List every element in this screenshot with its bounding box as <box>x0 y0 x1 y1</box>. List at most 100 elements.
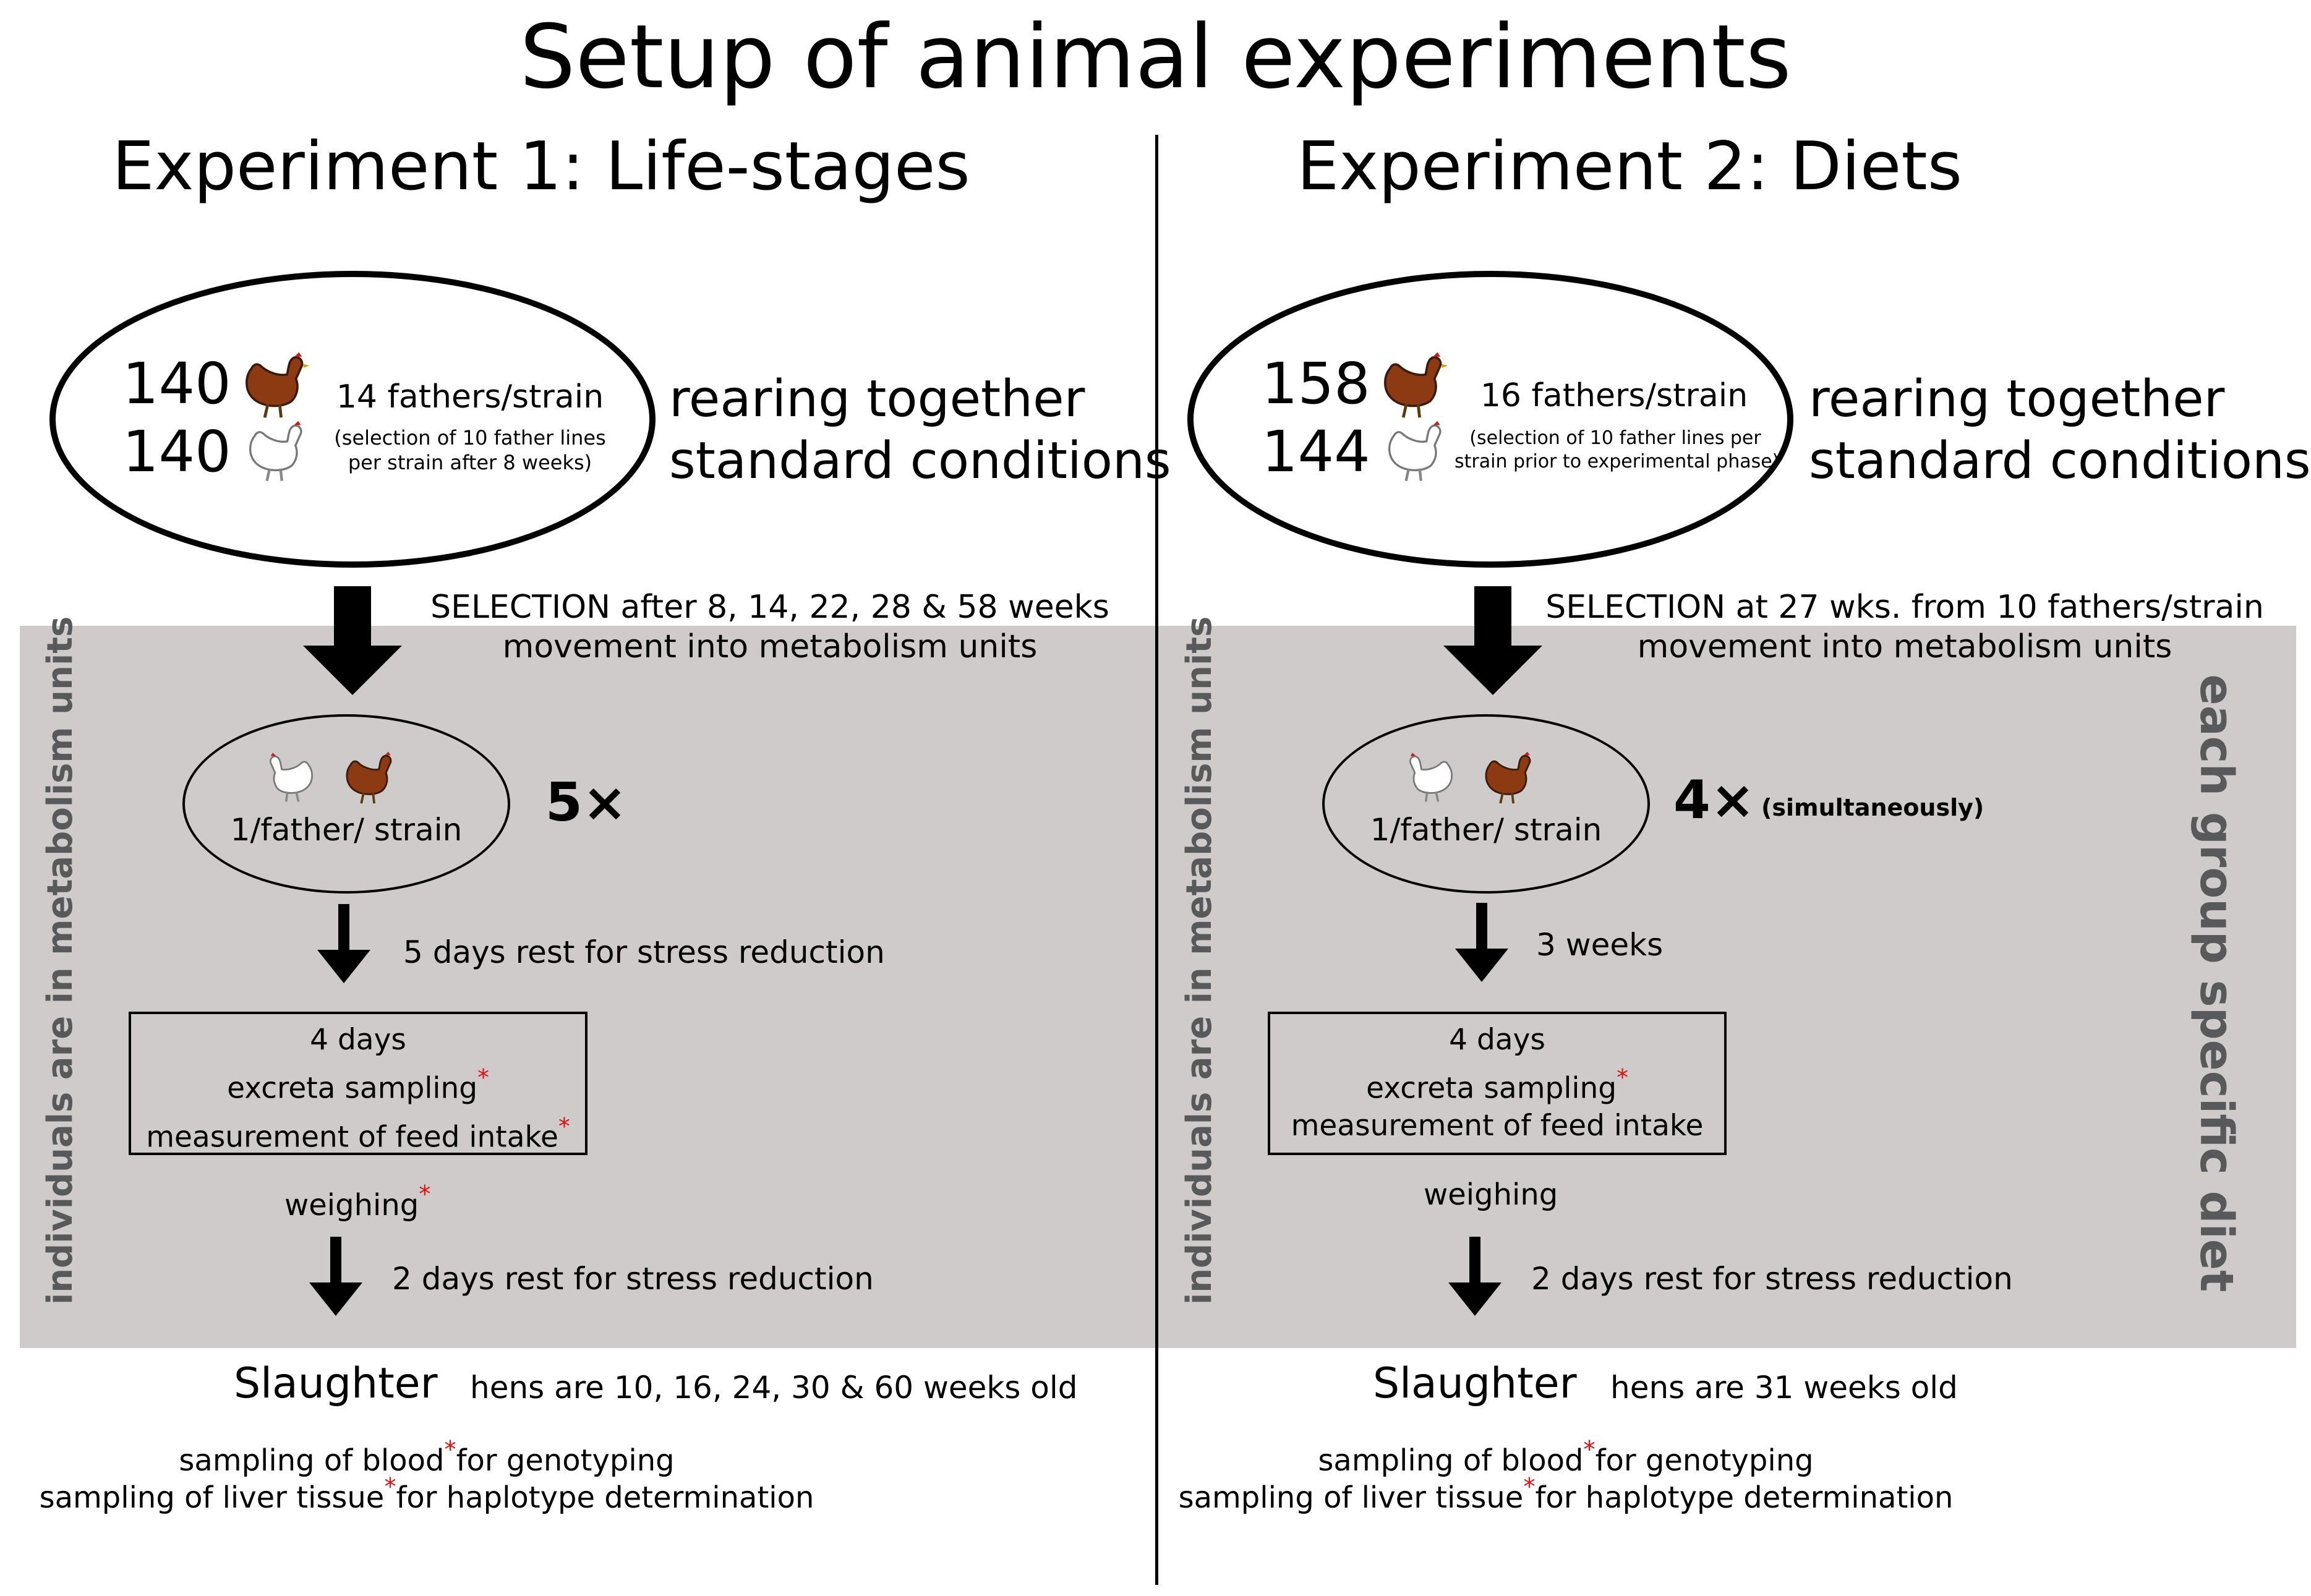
white-hen-icon-svg <box>1388 420 1442 482</box>
page-title: Setup of animal experiments <box>519 6 1792 108</box>
white-hen-icon-svg <box>249 420 302 482</box>
brown-hen-icon-svg <box>1485 751 1531 804</box>
experiment1-box-line2: excreta sampling <box>227 1071 478 1106</box>
experiment2-sampling1-b: for genotyping <box>1595 1443 1814 1479</box>
experiment2-unit-ellipse <box>1322 714 1650 894</box>
experiment2-sampling1-a: sampling of blood <box>1318 1443 1584 1479</box>
experiment2-unit-label: 1/father/ strain <box>1370 812 1602 848</box>
experiment2-rearing-ellipse <box>1187 271 1793 568</box>
experiment2-slaughter: Slaughter <box>1373 1359 1577 1408</box>
white-hen-icon <box>263 748 318 804</box>
experiment1-rest2-arrow <box>309 1237 362 1316</box>
experiment2-sampling-box: 4 days excreta sampling* measurement of … <box>1268 1012 1727 1155</box>
experiment1-rearing-line2: standard conditions <box>669 432 1171 490</box>
asterisk-marker: * <box>419 1180 431 1208</box>
experiment-divider <box>1155 135 1158 1585</box>
experiment2-sampling2: sampling of liver tissue*for haplotype d… <box>1139 1468 1993 1517</box>
white-hen-icon <box>1403 748 1458 804</box>
asterisk-marker: * <box>1523 1473 1536 1501</box>
metabolism-area-right <box>1158 626 2296 1348</box>
experiment2-box-line2: excreta sampling <box>1366 1071 1617 1106</box>
experiment2-selection-line1: SELECTION at 27 wks. from 10 fathers/str… <box>1545 589 2264 626</box>
experiment1-rest-arrow <box>317 904 370 983</box>
asterisk-marker: * <box>1617 1064 1628 1091</box>
experiment1-count-white: 140 <box>122 419 231 485</box>
experiment2-sampling2-a: sampling of liver tissue <box>1178 1480 1524 1516</box>
brown-hen-icon-svg <box>346 751 392 804</box>
experiment1-sampling-box: 4 days excreta sampling* measurement of … <box>129 1012 587 1155</box>
experiment1-selection-line2: movement into metabolism units <box>502 628 1038 665</box>
experiment2-sampling1: sampling of blood*for genotyping <box>1139 1431 1993 1480</box>
experiment2-rest2-arrow <box>1448 1237 1502 1316</box>
experiment2-multiplier-note: (simultaneously) <box>1761 794 1984 821</box>
experiment2-fathers: 16 fathers/strain <box>1480 377 1748 414</box>
experiment1-selection-note-2: per strain after 8 weeks) <box>348 451 592 474</box>
experiment1-sampling1: sampling of blood*for genotyping <box>0 1431 853 1480</box>
experiment1-fathers: 14 fathers/strain <box>336 378 604 416</box>
experiment1-sampling1-a: sampling of blood <box>179 1443 445 1479</box>
brown-hen-icon <box>238 346 312 420</box>
experiment1-weighing-wrap: weighing* <box>284 1175 430 1225</box>
white-hen-icon-svg <box>1409 753 1453 802</box>
white-hen-icon <box>1382 416 1450 484</box>
experiment1-rearing-line1: rearing together <box>669 370 1085 429</box>
brown-hen-icon <box>1479 747 1538 806</box>
experiment2-selection-note-2: strain prior to experimental phase) <box>1455 451 1780 472</box>
experiment1-sampling2-a: sampling of liver tissue <box>39 1480 385 1516</box>
experiment2-selection-note-1: (selection of 10 father lines per <box>1469 427 1761 449</box>
experiment2-selection-line2: movement into metabolism units <box>1637 628 2172 665</box>
experiment1-slaughter-age: hens are 10, 16, 24, 30 & 60 weeks old <box>470 1370 1078 1406</box>
brown-hen-icon <box>1377 346 1451 420</box>
experiment1-selection-line1: SELECTION after 8, 14, 22, 28 & 58 weeks <box>430 589 1109 626</box>
experiment1-weighing: weighing <box>284 1188 419 1223</box>
experiment1-unit-label: 1/father/ strain <box>230 812 463 848</box>
experiment2-side-label: individuals are in metabolism units <box>1179 616 1220 1305</box>
metabolism-area-left <box>20 626 1155 1348</box>
experiment1-box-line3: measurement of feed intake <box>146 1120 558 1154</box>
asterisk-marker: * <box>558 1112 570 1140</box>
experiment1-sampling2: sampling of liver tissue*for haplotype d… <box>0 1468 853 1517</box>
experiment1-unit-ellipse <box>182 714 510 894</box>
experiment1-side-label: individuals are in metabolism units <box>40 616 80 1305</box>
experiment2-box-line3: measurement of feed intake <box>1291 1108 1704 1143</box>
experiment1-selection-arrow <box>303 586 402 695</box>
experiment2-sampling2-b: for haplotype determination <box>1535 1480 1954 1516</box>
asterisk-marker: * <box>477 1064 489 1091</box>
experiment2-rearing-line1: rearing together <box>1809 370 2225 429</box>
experiment1-box-line2-wrap: excreta sampling* <box>131 1059 585 1107</box>
experiment2-rest-arrow <box>1455 903 1508 982</box>
experiment1-heading: Experiment 1: Life-stages <box>112 128 970 205</box>
experiment2-multiplier: 4× <box>1673 769 1755 831</box>
asterisk-marker: * <box>444 1436 456 1464</box>
experiment1-selection-note-1: (selection of 10 father lines <box>334 426 606 450</box>
experiment2-weighing: weighing <box>1424 1177 1558 1212</box>
brown-hen-icon <box>340 747 399 806</box>
experiment1-box-line1: 4 days <box>310 1023 406 1057</box>
experiment1-rearing-ellipse <box>49 271 656 568</box>
brown-hen-icon-svg <box>246 352 310 418</box>
experiment2-box-line1: 4 days <box>1449 1023 1545 1057</box>
experiment2-heading: Experiment 2: Diets <box>1297 128 1962 205</box>
experiment1-box-line3-wrap: measurement of feed intake* <box>131 1107 585 1156</box>
experiment1-count-brown: 140 <box>122 351 231 417</box>
experiment2-rest1: 3 weeks <box>1536 927 1664 963</box>
experiment1-rest2: 2 days rest for stress reduction <box>392 1261 874 1297</box>
experiment2-count-white: 144 <box>1262 419 1370 485</box>
experiment1-sampling1-b: for genotyping <box>456 1443 675 1479</box>
experiment2-group-diet-label: each group specific diet <box>2190 674 2243 1292</box>
white-hen-icon-svg <box>269 753 313 802</box>
white-hen-icon <box>242 416 310 484</box>
experiment1-slaughter: Slaughter <box>234 1359 438 1408</box>
experiment2-count-brown: 158 <box>1262 351 1370 417</box>
asterisk-marker: * <box>1583 1436 1595 1464</box>
experiment2-selection-arrow <box>1443 586 1542 695</box>
experiment2-rearing-line2: standard conditions <box>1809 432 2311 490</box>
experiment2-slaughter-age: hens are 31 weeks old <box>1610 1370 1958 1406</box>
asterisk-marker: * <box>384 1473 396 1501</box>
experiment2-rest2: 2 days rest for stress reduction <box>1531 1261 2013 1297</box>
experiment1-sampling2-b: for haplotype determination <box>396 1480 814 1516</box>
experiment2-box-line2-wrap: excreta sampling* <box>1270 1059 1724 1107</box>
experiment1-rest1: 5 days rest for stress reduction <box>403 934 885 970</box>
experiment1-multiplier: 5× <box>545 772 627 834</box>
